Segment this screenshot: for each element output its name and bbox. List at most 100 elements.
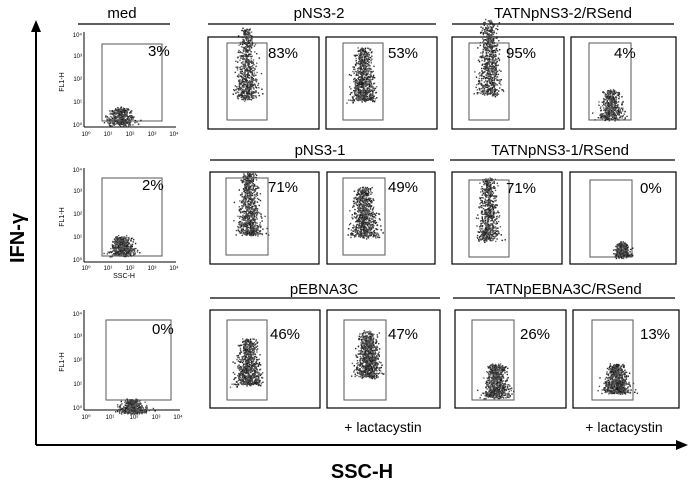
cell-event-dot (246, 60, 247, 61)
cell-event-dot (490, 74, 491, 75)
med-label: med (107, 5, 136, 22)
cell-event-dot (475, 87, 476, 88)
cell-event-dot (483, 68, 484, 69)
cell-event-dot (369, 59, 370, 60)
cell-event-dot (243, 228, 244, 229)
cell-event-dot (373, 212, 374, 213)
cell-event-dot (349, 224, 350, 225)
cell-event-dot (242, 202, 243, 203)
cell-event-dot (611, 112, 612, 113)
cell-event-dot (369, 65, 370, 66)
cell-event-dot (351, 217, 352, 218)
cell-event-dot (487, 28, 488, 29)
cell-event-dot (614, 116, 615, 117)
cell-event-dot (375, 237, 376, 238)
cell-event-dot (365, 205, 366, 206)
cell-event-dot (126, 115, 127, 116)
cell-event-dot (256, 87, 257, 88)
cell-event-dot (243, 51, 244, 52)
cell-event-dot (483, 76, 484, 77)
cell-event-dot (234, 90, 235, 91)
cell-event-dot (244, 30, 245, 31)
cell-event-dot (253, 179, 254, 180)
cell-event-dot (118, 245, 119, 246)
cell-event-dot (621, 108, 622, 109)
cell-event-dot (249, 55, 250, 56)
cell-event-dot (244, 217, 245, 218)
cell-event-dot (371, 51, 372, 52)
cell-event-dot (237, 226, 238, 227)
cell-event-dot (241, 95, 242, 96)
cell-event-dot (245, 208, 246, 209)
cell-event-dot (137, 251, 138, 252)
cell-event-dot (368, 237, 369, 238)
cell-event-dot (614, 110, 615, 111)
cell-event-dot (487, 85, 488, 86)
cell-event-dot (375, 236, 376, 237)
cell-event-dot (616, 105, 617, 106)
cell-event-dot (495, 63, 496, 64)
cell-event-dot (625, 118, 626, 119)
cell-event-dot (359, 84, 360, 85)
cell-event-dot (610, 100, 611, 101)
cell-event-dot (126, 256, 127, 257)
cell-event-dot (373, 227, 374, 228)
cell-event-dot (251, 58, 252, 59)
cell-event-dot (117, 242, 118, 243)
cell-event-dot (257, 210, 258, 211)
cell-event-dot (245, 79, 246, 80)
cell-event-dot (605, 118, 606, 119)
cell-event-dot (112, 254, 113, 255)
cell-event-dot (117, 236, 118, 237)
cell-event-dot (490, 46, 491, 47)
cell-event-dot (125, 121, 126, 122)
cell-event-dot (244, 54, 245, 55)
cell-event-dot (499, 83, 500, 84)
cell-event-dot (126, 125, 127, 126)
cell-event-dot (604, 115, 605, 116)
cell-event-dot (242, 222, 243, 223)
cell-event-dot (494, 25, 495, 26)
cell-event-dot (372, 79, 373, 80)
cell-event-dot (362, 215, 363, 216)
cell-event-dot (368, 194, 369, 195)
cell-event-dot (242, 36, 243, 37)
cell-event-dot (245, 51, 246, 52)
cell-event-dot (249, 201, 250, 202)
cell-event-dot (362, 70, 363, 71)
cell-event-dot (360, 191, 361, 192)
cell-event-dot (612, 104, 613, 105)
cell-event-dot (614, 101, 615, 102)
cell-event-dot (249, 30, 250, 31)
cell-event-dot (131, 238, 132, 239)
cell-event-dot (252, 229, 253, 230)
cell-event-dot (132, 244, 133, 245)
cell-event-dot (606, 107, 607, 108)
cell-event-dot (243, 49, 244, 50)
cell-event-dot (357, 92, 358, 93)
cell-event-dot (241, 69, 242, 70)
cell-event-dot (360, 233, 361, 234)
cell-event-dot (243, 225, 244, 226)
cell-event-dot (621, 96, 622, 97)
cell-event-dot (485, 49, 486, 50)
cell-event-dot (120, 240, 121, 241)
cell-event-dot (126, 113, 127, 114)
cell-event-dot (488, 74, 489, 75)
cell-event-dot (496, 48, 497, 49)
cell-event-dot (369, 74, 370, 75)
cell-event-dot (256, 211, 257, 212)
cell-event-dot (491, 56, 492, 57)
cell-event-dot (123, 122, 124, 123)
cell-event-dot (110, 248, 111, 249)
cell-event-dot (379, 237, 380, 238)
cell-event-dot (484, 88, 485, 89)
cell-event-dot (378, 213, 379, 214)
cell-event-dot (369, 200, 370, 201)
cell-event-dot (488, 59, 489, 60)
cell-event-dot (369, 88, 370, 89)
cell-event-dot (241, 55, 242, 56)
cell-event-dot (602, 113, 603, 114)
cell-event-dot (121, 253, 122, 254)
cell-event-dot (264, 216, 265, 217)
